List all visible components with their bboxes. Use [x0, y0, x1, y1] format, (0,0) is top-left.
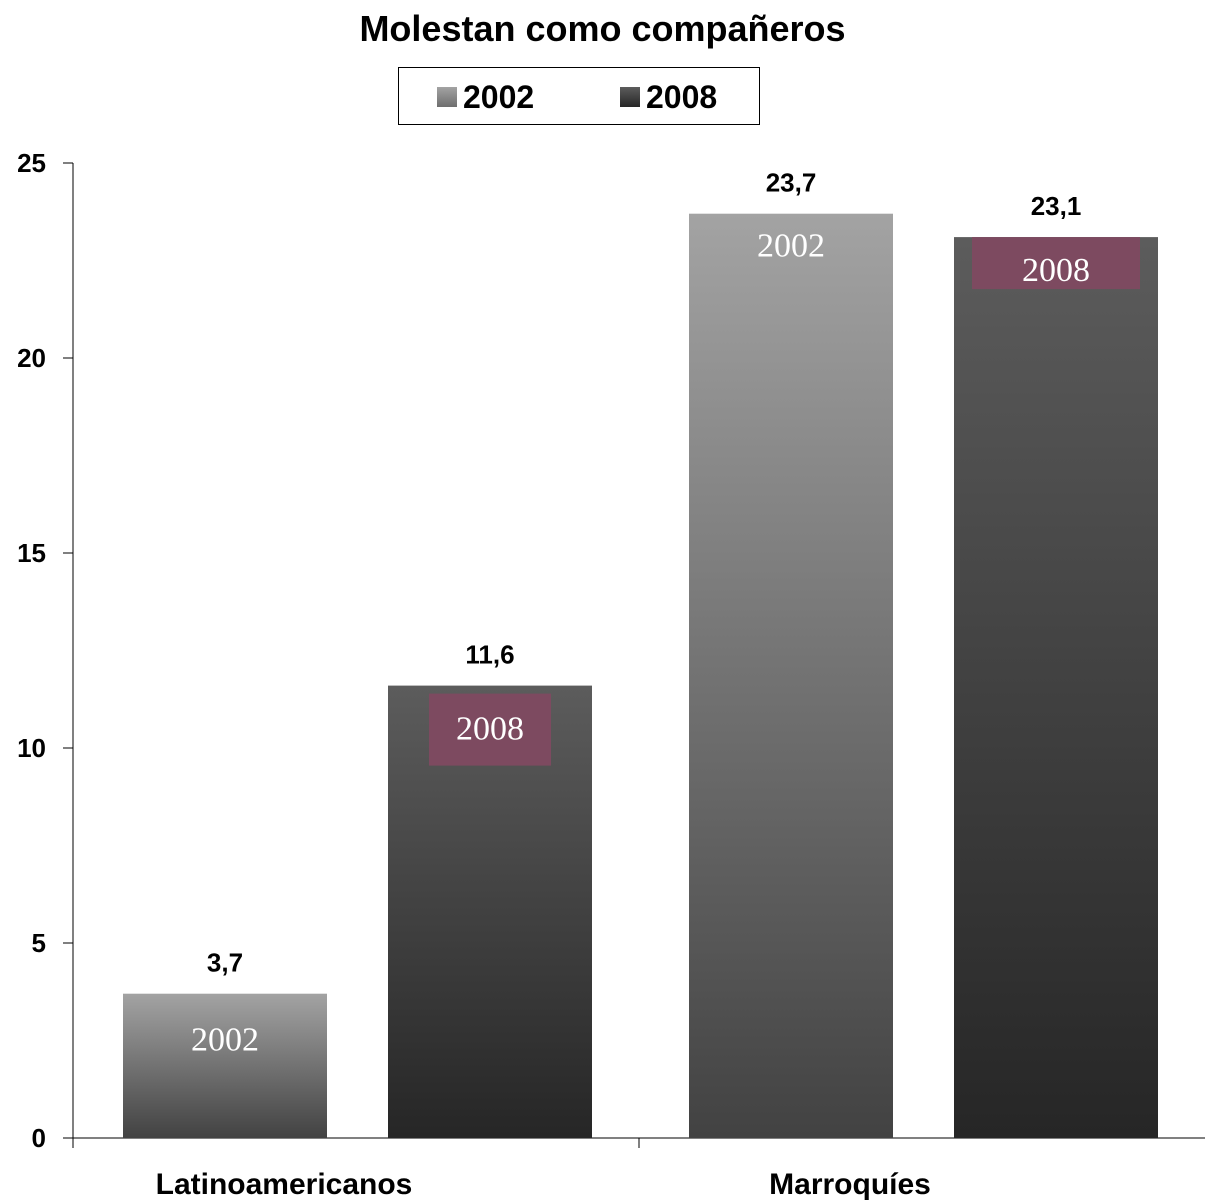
chart-title: Molestan como compañeros [359, 8, 846, 49]
inner-label-box [429, 693, 551, 766]
y-tick-label: 10 [17, 733, 46, 763]
value-label: 23,7 [766, 168, 817, 198]
legend-swatch-2002 [437, 87, 457, 107]
bar-2008-1 [954, 237, 1158, 1139]
axes: 0 5 10 15 20 25 [17, 148, 1205, 1153]
value-label: 11,6 [465, 640, 514, 670]
y-tick-label: 0 [32, 1123, 46, 1153]
inner-label: 2002 [757, 228, 825, 265]
legend-label-2002: 2002 [463, 79, 535, 115]
legend-item-2002: 2002 [437, 80, 534, 114]
inner-label-box [972, 237, 1140, 290]
legend-label-2008: 2008 [646, 79, 718, 115]
value-label: 23,1 [1031, 191, 1082, 221]
legend-item-2008: 2008 [620, 80, 717, 114]
y-tick-label: 20 [17, 343, 46, 373]
y-tick-label: 25 [17, 148, 46, 178]
legend-swatch-2008 [620, 87, 640, 107]
bar-2002-0 [123, 993, 327, 1138]
bars [123, 213, 1158, 1139]
labels: Latinoamericanos Marroquíes 3,7 2002 23,7 200… [156, 168, 1140, 1200]
bar-2002-1 [689, 213, 893, 1138]
y-tick-label: 15 [17, 538, 46, 568]
inner-label: 2008 [1022, 252, 1090, 289]
inner-label: 2002 [191, 1022, 259, 1059]
y-tick-label: 5 [32, 928, 46, 958]
legend: 2002 2008 [398, 67, 760, 125]
value-label: 3,7 [207, 948, 243, 978]
category-label: Marroquíes [769, 1168, 931, 1200]
category-label: Latinoamericanos [156, 1168, 413, 1200]
inner-label: 2008 [456, 711, 524, 748]
